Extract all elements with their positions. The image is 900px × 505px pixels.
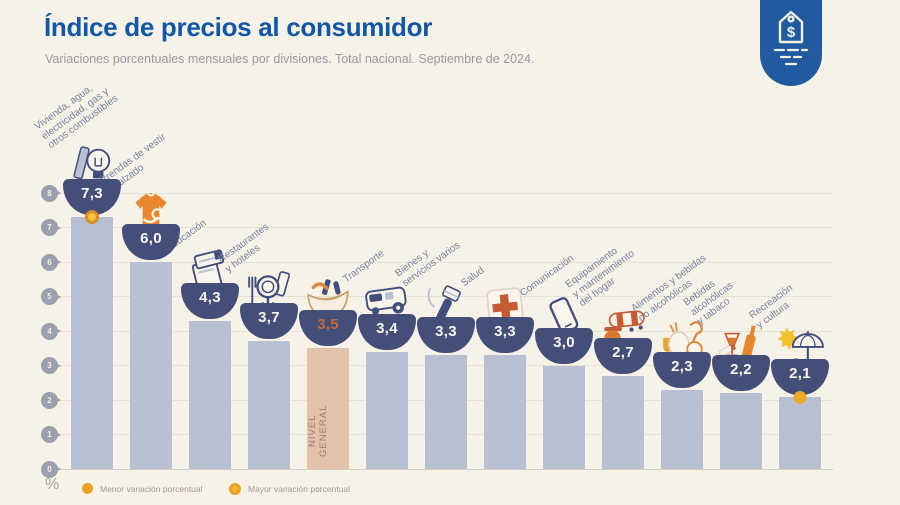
value-label: 2,1	[789, 364, 811, 382]
umbrella-icon	[776, 325, 824, 371]
value-bowl: 2,3	[653, 351, 711, 388]
bar	[71, 217, 113, 469]
value-label: 3,5	[317, 316, 339, 334]
y-axis-pin: 2	[41, 391, 61, 409]
gridline	[58, 261, 833, 263]
value-label: 3,3	[494, 323, 516, 341]
category-label: Recreación y cultura	[747, 282, 795, 331]
mayor-variation-dot	[85, 210, 99, 225]
value-bowl: 2,2	[712, 355, 770, 392]
bar	[720, 393, 762, 469]
y-axis-pin: 1	[41, 426, 61, 443]
price-tag-badge: $	[760, 0, 822, 86]
value-bowl: 3,7	[240, 303, 298, 340]
menor-dot-icon	[82, 483, 93, 494]
bar	[543, 365, 585, 469]
value-bowl: 3,3	[417, 317, 475, 354]
shopping-basket-icon	[304, 276, 352, 322]
value-bowl: 2,1	[771, 358, 829, 395]
value-label: 2,7	[612, 343, 634, 361]
page-subtitle: Variaciones porcentuales mensuales por d…	[45, 52, 535, 66]
mayor-dot-icon	[229, 483, 241, 495]
value-label: 3,4	[376, 319, 398, 337]
gridline	[58, 227, 833, 228]
page-title: Índice de precios al consumidor	[44, 12, 433, 42]
medical-cross-icon	[481, 283, 529, 329]
category-label: Vivienda, agua, electricidad, gas y otro…	[32, 82, 121, 151]
value-label: 3,3	[435, 323, 457, 341]
value-bowl: 4,3	[181, 282, 239, 319]
tshirt-icon	[127, 190, 175, 236]
value-bowl: 3,5	[299, 310, 357, 347]
value-label: 4,3	[199, 288, 221, 306]
value-bowl: 2,7	[594, 337, 652, 374]
legend-item-menor: Menor variación porcentual	[82, 483, 203, 494]
y-axis-pin: 8	[41, 184, 61, 202]
bar	[425, 355, 467, 469]
drinks-icon	[717, 321, 765, 367]
category-label: Restaurantes y hoteles	[216, 221, 272, 275]
value-label: 3,0	[553, 333, 575, 351]
price-tag-icon: $	[773, 10, 809, 66]
legend-label-menor: Menor variación porcentual	[100, 483, 203, 494]
value-bowl: 6,0	[122, 224, 180, 260]
category-label: Bienes y servicios varios	[393, 239, 463, 289]
bar: NIVEL GENERAL	[307, 348, 349, 469]
value-label: 2,3	[671, 357, 693, 375]
value-label: 7,3	[81, 185, 103, 203]
bus-icon	[363, 280, 411, 326]
y-axis-unit-label: %	[45, 476, 60, 493]
value-label: 6,0	[140, 230, 162, 247]
value-bowl: 3,0	[535, 327, 593, 364]
bar	[779, 396, 821, 469]
value-bowl: 3,4	[358, 313, 416, 350]
bar	[248, 341, 290, 469]
bar	[484, 355, 526, 469]
y-axis-pin: 0	[41, 460, 61, 478]
bar	[366, 351, 408, 469]
legend-item-mayor: Mayor variación porcentual	[229, 483, 350, 495]
svg-text:$: $	[787, 24, 796, 41]
bar	[661, 389, 703, 469]
y-axis-pin: 3	[41, 357, 61, 374]
value-label: 2,2	[730, 361, 752, 379]
y-axis-pin: 4	[41, 322, 61, 340]
y-axis-pin: 7	[41, 219, 61, 236]
nivel-general-label: NIVEL GENERAL	[307, 404, 329, 458]
y-axis-pin: 5	[41, 288, 61, 305]
y-axis-pin: 6	[41, 253, 61, 271]
legend-label-mayor: Mayor variación porcentual	[248, 484, 351, 494]
menor-variation-dot	[793, 390, 807, 404]
gridline	[58, 192, 833, 194]
bar	[189, 320, 231, 469]
value-label: 3,7	[258, 309, 280, 327]
lightbulb-icon	[68, 145, 116, 191]
food-icon	[658, 318, 706, 364]
appliance-icon	[599, 304, 647, 350]
value-bowl: 3,3	[476, 317, 534, 354]
bar	[602, 375, 644, 469]
category-label: Equipamiento y mantenimiento del hogar	[563, 246, 637, 310]
gridline	[58, 468, 833, 470]
bar	[130, 262, 172, 469]
